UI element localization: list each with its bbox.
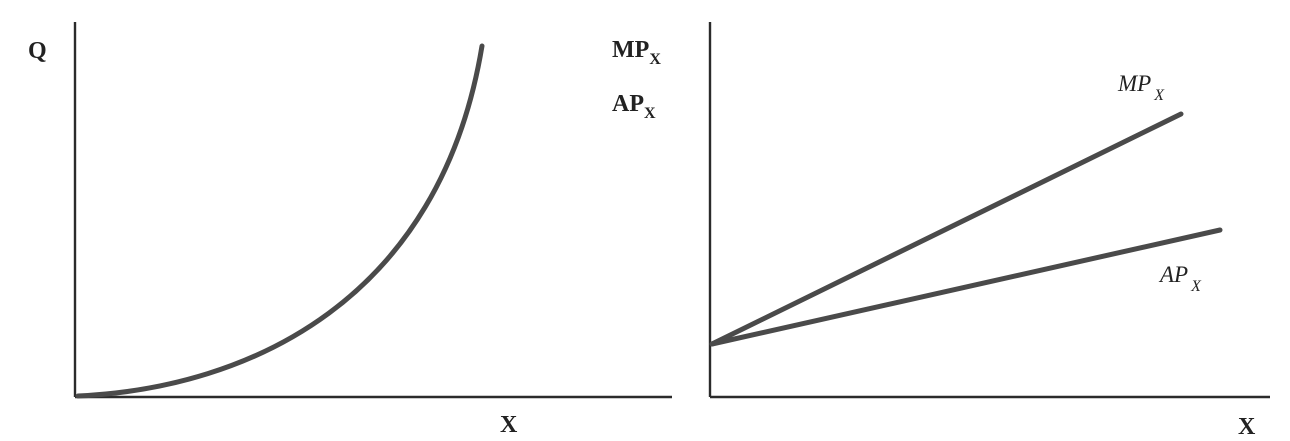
left-panel: Q X (28, 22, 672, 438)
mp-curve-label: MP X (1117, 71, 1165, 104)
total-product-curve (75, 43, 485, 399)
right-panel: MPX APX MP X AP X X (612, 22, 1270, 440)
right-y-axis-label-ap: APX (612, 91, 656, 122)
right-x-axis-label: X (1238, 414, 1256, 440)
ap-curve-label: AP X (1158, 262, 1202, 295)
left-y-axis-label: Q (28, 38, 47, 64)
mp-curve (709, 111, 1184, 347)
left-x-axis-label: X (500, 412, 518, 438)
right-y-axis-label-mp: MPX (612, 37, 661, 68)
ap-curve (709, 227, 1223, 347)
